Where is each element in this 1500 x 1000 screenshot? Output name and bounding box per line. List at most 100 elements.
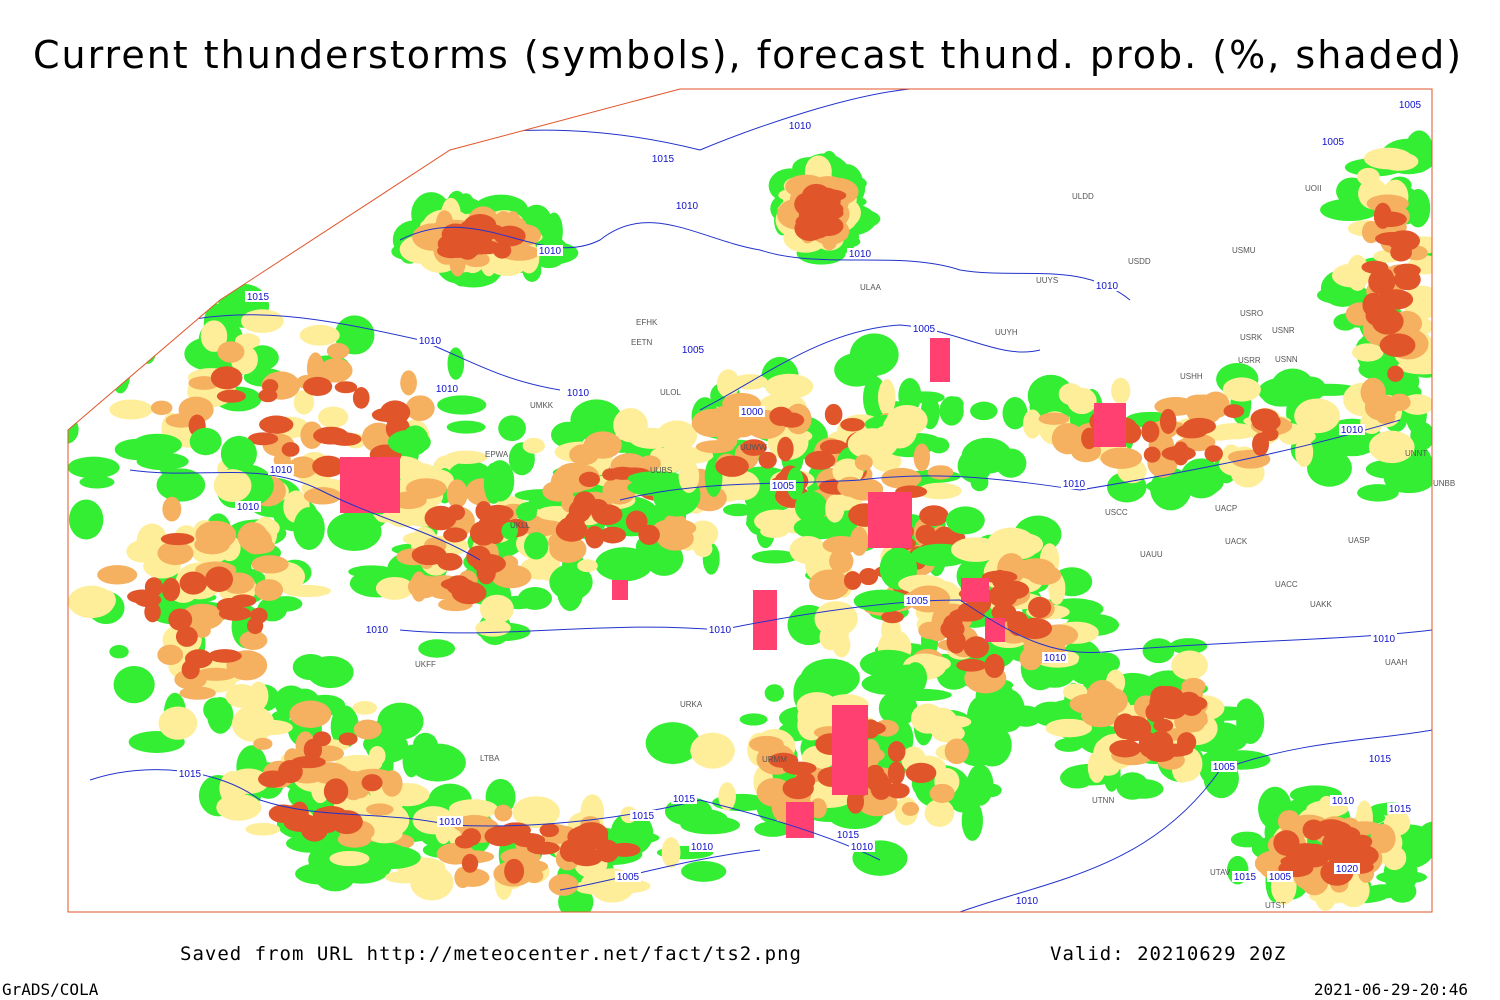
shade-blob xyxy=(444,450,488,464)
shade-blob xyxy=(764,373,814,400)
shade-blob xyxy=(858,567,879,586)
isobar-label: 1010 xyxy=(851,842,874,853)
shade-blob xyxy=(1357,167,1380,186)
shade-blob xyxy=(972,723,1012,767)
shade-blob xyxy=(819,439,848,455)
isobar-label-bg xyxy=(1094,280,1120,291)
shade-blob xyxy=(716,432,738,449)
shade-blob xyxy=(881,467,922,489)
shade-blob xyxy=(1172,441,1190,466)
shade-blob xyxy=(988,584,1018,608)
shade-blob xyxy=(269,596,303,612)
shade-blob xyxy=(888,664,927,699)
shade-blob xyxy=(981,570,1018,584)
shade-blob xyxy=(1222,377,1261,402)
station-label: USRK xyxy=(1240,333,1263,342)
shade-blob xyxy=(825,494,845,523)
shade-blob xyxy=(837,476,864,497)
shade-blob xyxy=(1087,751,1106,783)
shade-blob xyxy=(570,848,603,867)
shade-blob xyxy=(1331,263,1372,288)
shade-blob xyxy=(479,594,514,624)
shade-blob xyxy=(924,799,955,827)
isobar-label-bg xyxy=(1267,871,1293,882)
station-label: UAKK xyxy=(1310,600,1332,609)
isobar-label: 1010 xyxy=(1063,479,1086,490)
shade-blob xyxy=(822,535,860,554)
shade-blob xyxy=(849,333,899,376)
shade-blob xyxy=(484,825,518,847)
shade-blob xyxy=(412,806,455,835)
shade-blob xyxy=(262,379,279,394)
isobar-label-bg xyxy=(630,810,656,821)
isobar-label: 1015 xyxy=(1369,754,1392,765)
shade-blob xyxy=(364,845,421,870)
station-label: URKA xyxy=(680,700,703,709)
station-label: USNN xyxy=(1275,355,1298,364)
shade-blob xyxy=(300,421,324,449)
shade-blob xyxy=(523,532,549,560)
isobar-label-bg xyxy=(1330,795,1356,806)
shade-blob xyxy=(218,606,252,621)
shade-blob xyxy=(722,503,754,517)
station-label: UKLL xyxy=(510,521,531,530)
shade-blob xyxy=(1388,880,1417,903)
shade-blob xyxy=(240,309,284,333)
shade-blob xyxy=(854,454,873,471)
shade-blob xyxy=(1230,831,1264,848)
shade-blob xyxy=(303,738,323,761)
isobar-label-bg xyxy=(1320,136,1346,147)
shade-blob xyxy=(512,796,560,829)
shade-blob xyxy=(472,554,506,574)
isobar xyxy=(399,599,1432,653)
shade-blob xyxy=(1000,531,1039,560)
shade-blob xyxy=(109,644,129,659)
shade-blob xyxy=(504,858,525,884)
shade-blob xyxy=(1251,412,1281,432)
shade-blob xyxy=(929,783,955,803)
isobar-label: 1005 xyxy=(617,872,640,883)
shade-blob xyxy=(330,810,363,835)
shade-blob xyxy=(1368,430,1415,464)
shade-blob xyxy=(1146,477,1206,495)
shade-blob xyxy=(216,389,246,403)
shade-blob xyxy=(109,399,153,420)
shade-blob xyxy=(220,435,257,472)
shade-blob xyxy=(195,667,237,681)
isobar xyxy=(959,729,1432,912)
isobar xyxy=(129,469,481,561)
shade-blob xyxy=(451,581,487,605)
shade-blob xyxy=(931,724,965,743)
shade-blob xyxy=(326,342,350,359)
shade-blob xyxy=(716,369,740,398)
isobar-label-bg xyxy=(680,344,706,355)
shade-blob xyxy=(638,524,660,545)
isobar-label-bg xyxy=(1339,424,1365,435)
shade-blob xyxy=(405,395,435,421)
isobar-label: 1010 xyxy=(1044,653,1067,664)
shade-blob xyxy=(1388,393,1411,412)
shade-blob xyxy=(418,639,456,658)
isobar-label-bg xyxy=(434,383,460,394)
shade-blob xyxy=(520,515,562,537)
isobar-label-bg xyxy=(1061,478,1087,489)
shade-blob xyxy=(865,764,885,783)
shade-blob xyxy=(1258,377,1310,406)
shade-blob xyxy=(898,378,922,413)
shade-blob xyxy=(1028,596,1052,619)
shade-blob xyxy=(782,761,817,776)
station-label: URMM xyxy=(762,755,787,764)
shade-blob xyxy=(808,569,850,601)
isobar-label-bg xyxy=(1397,99,1423,110)
shade-blob xyxy=(1382,845,1407,871)
shade-blob xyxy=(306,352,325,385)
shade-blob xyxy=(887,741,906,763)
shade-blob xyxy=(113,665,155,704)
shade-blob xyxy=(1113,713,1137,740)
shade-blob xyxy=(361,774,383,792)
shade-blob xyxy=(843,571,862,590)
shade-blob xyxy=(195,520,237,550)
isobar-label-bg xyxy=(1334,863,1360,874)
station-label: EETN xyxy=(631,338,653,347)
station-label: USRO xyxy=(1240,309,1263,318)
